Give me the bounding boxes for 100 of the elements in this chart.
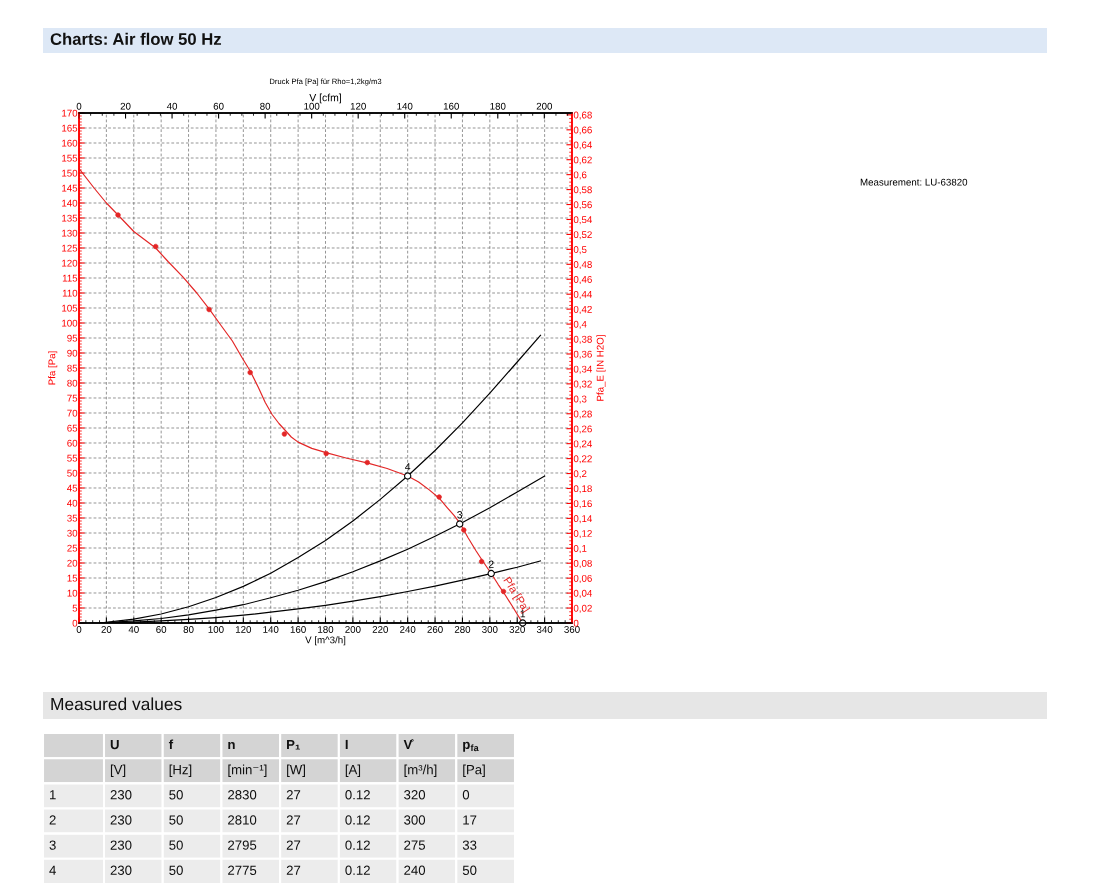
y2-tick-label: 0,32 [573,380,592,389]
y-tick-label: 95 [67,334,78,342]
data-label: 230 [110,815,132,825]
text: Measurement: LU-63820 [860,178,968,186]
y-tick-label: 25 [67,544,78,552]
y2-tick-label: 0,16 [573,500,592,509]
data-label: 275 [404,840,426,850]
y-tick-label: 145 [62,184,78,192]
text: [V] [110,764,126,777]
x-tick-label: U [110,739,119,750]
data-label: 33 [462,840,477,850]
x-tick-label: 320 [509,626,525,633]
y-tick-label: 35 [67,514,78,522]
data-label: 240 [404,865,426,875]
data-label: 2810 [228,815,257,825]
text: [W] [287,764,305,777]
y2-tick-label: 0,14 [573,515,593,524]
data-label: 50 [169,840,183,850]
x-tick-label: 300 [482,626,498,633]
data-label: 0 [462,790,470,800]
y-tick-label: 65 [67,424,78,432]
y-tick-label: 90 [67,349,78,357]
x-tick-label: 160 [290,626,306,633]
y-tick-label: 100 [62,319,78,327]
x-tick-label: 40 [128,626,139,633]
y-tick-label: 150 [62,169,78,177]
y2-tick-label: 0 [573,619,579,627]
y-tick-label: 15 [67,574,78,582]
x2-tick-label: 160 [443,102,459,110]
y2-tick-label: 0,54 [573,216,593,225]
chart-title: Measured values [51,697,182,711]
y2-tick-label: 0,28 [573,410,592,419]
y2-tick-label: 0,58 [573,186,592,195]
x-tick-label: 100 [208,626,224,633]
y-tick-label: 2 [49,815,56,825]
y2-tick-label: 0,04 [573,589,593,598]
y-tick-label: 135 [62,214,78,222]
y2-tick-label: 0,34 [573,365,593,374]
data-label: 230 [110,865,132,875]
data-label: 27 [286,790,301,800]
x-tick-label: V̊ [403,739,414,749]
y2-tick-label: 0,1 [573,545,587,554]
x-tick-label: 340 [536,626,553,633]
data-label: 50 [169,815,183,825]
y-tick-label: 55 [67,454,78,462]
data-label: 0.12 [345,815,370,825]
data-label: 27 [286,815,301,825]
data-label: 230 [110,790,132,800]
y-tick-label: 160 [62,139,78,147]
y2-tick-label: 0,02 [573,604,592,613]
x-tick-label: 260 [427,626,443,633]
y-tick-label: 140 [62,199,78,207]
y-tick-label: 5 [72,604,78,612]
data-label: 2795 [228,840,257,850]
x-tick-label: P₁ [287,739,300,750]
y-tick-label: 125 [62,244,78,252]
y2-axis-title: Pfa_E [IN H2O] [596,335,606,401]
y-tick-label: 80 [67,379,78,387]
y-tick-label: 20 [67,559,78,567]
annotation: 4 [405,463,411,471]
data-label: 230 [110,840,132,850]
data-label: 300 [404,815,426,825]
y-tick-label: 40 [67,499,78,507]
x-tick-label: 200 [345,626,361,633]
y2-tick-label: 0,08 [573,559,592,568]
y2-tick-label: 0,46 [573,276,592,285]
x2-tick-label: 200 [536,102,553,110]
y2-tick-label: 0,4 [573,320,587,329]
x2-tick-label: 180 [490,102,506,110]
x2-tick-label: 20 [120,102,131,110]
x-tick-label: 240 [400,626,416,633]
y-tick-label: 1 [50,790,56,800]
y-tick-label: 4 [49,865,56,875]
y2-tick-label: 0,42 [573,305,592,314]
x-tick-label: 20 [101,626,112,633]
text: [Pa] [463,764,485,777]
y2-tick-label: 0,36 [573,350,592,359]
data-label: 320 [404,790,426,800]
y-axis-title: Pfa [Pa] [48,351,58,385]
text: [Hz] [169,764,192,777]
data-label: 50 [169,790,183,800]
x-tick-label: 60 [156,626,167,633]
y-tick-label: 50 [67,469,78,477]
y2-tick-label: 0,6 [573,171,587,180]
x2-tick-label: 60 [213,102,224,110]
x2-tick-label: 100 [304,102,320,110]
data-label: 27 [286,840,301,850]
y-tick-label: 45 [67,484,78,492]
y-tick-label: 105 [62,304,78,312]
y2-tick-label: 0,52 [573,231,592,240]
y-tick-label: 10 [67,589,78,597]
x-tick-label: 360 [564,626,580,633]
y-tick-label: 30 [67,529,78,537]
y-tick-label: 85 [67,364,78,372]
x-axis-title: V [m^3/h] [305,636,346,646]
y-tick-label: 70 [67,409,78,417]
y2-tick-label: 0,38 [573,335,592,344]
data-label: 0.12 [345,865,370,875]
y2-tick-label: 0,44 [573,290,593,299]
x2-tick-label: 40 [166,102,178,110]
